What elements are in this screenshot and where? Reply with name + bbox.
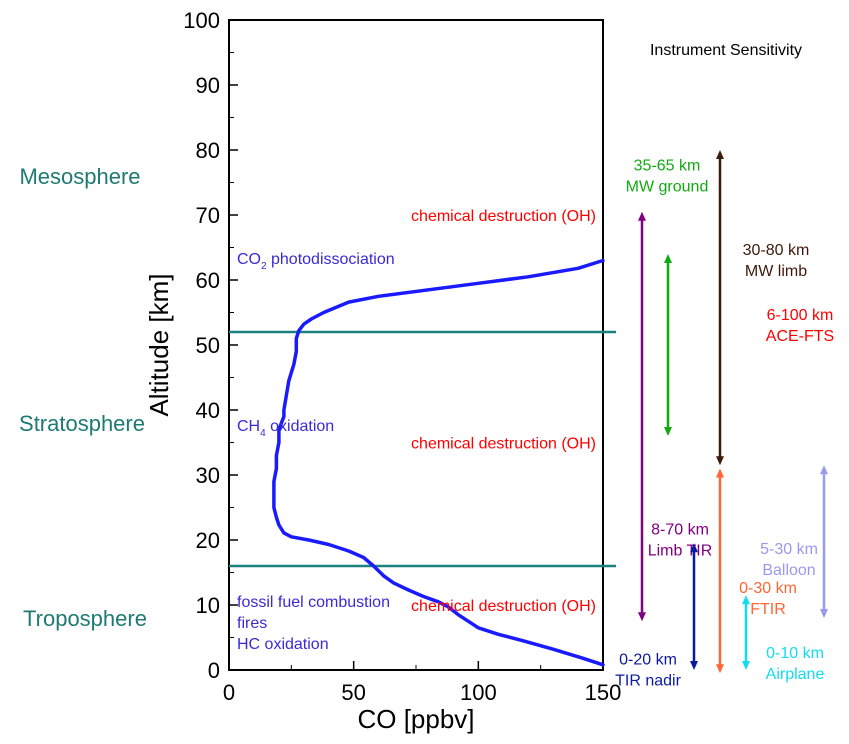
x-tick-label: 50 — [341, 680, 365, 705]
arrow-head-bottom — [638, 612, 646, 622]
arrow-head-bottom — [716, 456, 724, 466]
instrument-label: Airplane — [766, 666, 825, 683]
instrument-label: FTIR — [750, 601, 786, 618]
instrument-title: Instrument Sensitivity — [650, 42, 802, 59]
arrow-head-bottom — [664, 427, 672, 436]
y-tick-label: 100 — [183, 8, 220, 33]
instrument-label: 35-65 km — [634, 158, 701, 175]
destruction-annotation: chemical destruction (OH) — [411, 598, 596, 615]
source-annotation: fires — [237, 615, 267, 632]
ch4-annotation-subscript: 4 — [260, 428, 266, 439]
x-tick-label: 150 — [585, 680, 622, 705]
instrument-label: 0-20 km — [619, 652, 677, 669]
arrow-head-top — [716, 468, 724, 478]
ch4-annotation-rest: oxidation — [266, 418, 335, 435]
instrument-label: MW limb — [745, 263, 807, 280]
arrow-head-bottom — [820, 609, 828, 618]
y-axis-label: Altitude [km] — [144, 273, 174, 416]
co2-annotation: CO2 photodissociation — [237, 251, 395, 272]
region-label: Stratosphere — [19, 411, 145, 436]
y-tick-label: 80 — [196, 138, 220, 163]
y-tick-label: 40 — [196, 398, 220, 423]
instrument-label: Limb TIR — [648, 543, 713, 560]
arrow-head-top — [742, 595, 750, 605]
co2-annotation-rest: photodissociation — [267, 251, 395, 268]
x-tick-label: 0 — [223, 680, 235, 705]
co2-annotation-subscript: 2 — [261, 261, 267, 272]
ch4-annotation: CH4 oxidation — [237, 418, 334, 439]
instrument-label: 0-30 km — [739, 580, 797, 597]
ch4-annotation-main: CH — [237, 418, 260, 435]
arrow-head-top — [820, 465, 828, 475]
instrument-label: Balloon — [762, 562, 815, 579]
y-tick-label: 70 — [196, 203, 220, 228]
source-annotation: HC oxidation — [237, 636, 329, 653]
region-label: Troposphere — [23, 606, 147, 631]
instrument-label: MW ground — [626, 179, 709, 196]
y-tick-label: 0 — [208, 658, 220, 683]
y-tick-label: 60 — [196, 268, 220, 293]
x-axis-label: CO [ppbv] — [357, 704, 474, 734]
instrument-label: 0-10 km — [766, 645, 824, 662]
arrow-head-top — [716, 150, 724, 159]
instrument-label: TIR nadir — [615, 673, 681, 690]
y-tick-label: 90 — [196, 73, 220, 98]
destruction-annotation: chemical destruction (OH) — [411, 436, 596, 453]
y-tick-label: 50 — [196, 333, 220, 358]
arrow-head-bottom — [716, 664, 724, 674]
x-tick-label: 100 — [460, 680, 497, 705]
co2-annotation-main: CO — [237, 251, 261, 268]
instrument-label: 5-30 km — [760, 541, 818, 558]
plot-frame — [228, 19, 604, 671]
arrow-head-top — [638, 211, 646, 221]
arrow-head-top — [664, 254, 672, 263]
region-label: Mesosphere — [19, 164, 140, 189]
y-tick-label: 10 — [196, 593, 220, 618]
source-annotation: fossil fuel combustion — [237, 594, 390, 611]
co-profile-line — [272, 258, 605, 667]
arrow-head-bottom — [690, 661, 698, 670]
y-tick-label: 30 — [196, 463, 220, 488]
arrow-head-bottom — [742, 661, 750, 670]
instrument-label: ACE-FTS — [766, 328, 834, 345]
arrow-head-top — [690, 543, 698, 553]
instrument-label: 8-70 km — [651, 522, 709, 539]
instrument-label: 6-100 km — [767, 307, 834, 324]
instrument-label: 30-80 km — [743, 242, 810, 259]
y-tick-label: 20 — [196, 528, 220, 553]
destruction-annotation: chemical destruction (OH) — [411, 208, 596, 225]
